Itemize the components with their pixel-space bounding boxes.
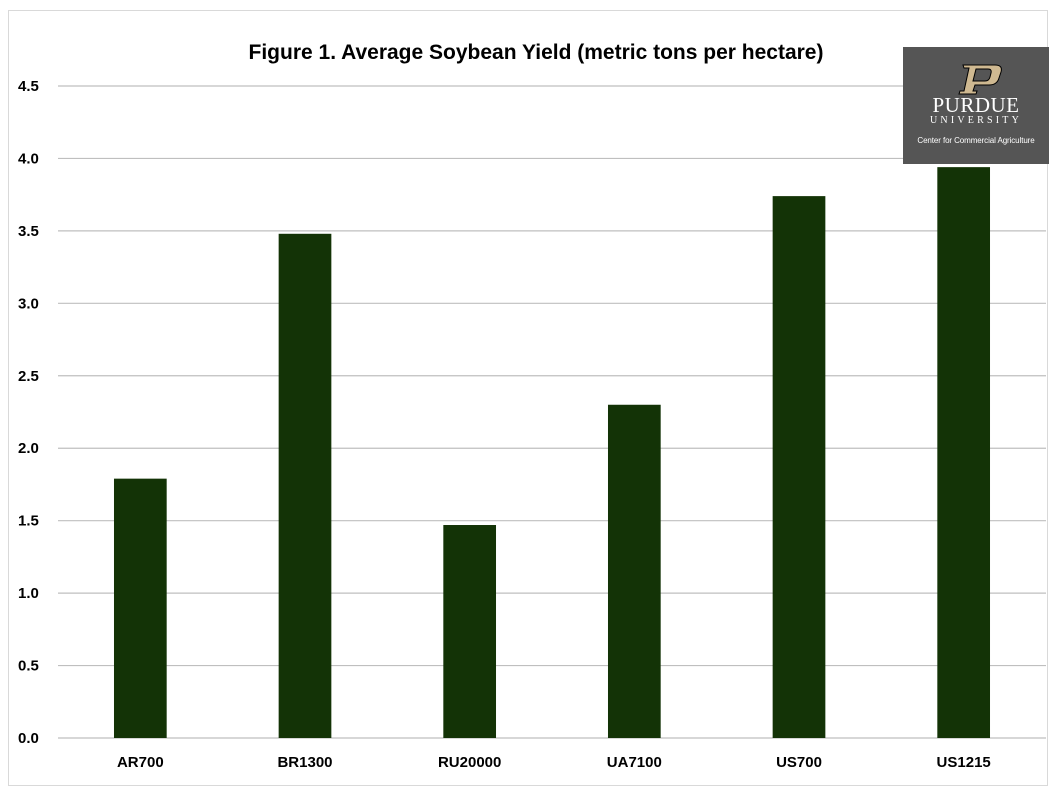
y-tick-label: 4.0 — [18, 150, 39, 167]
bar-br1300 — [278, 233, 332, 738]
y-tick-label: 3.5 — [18, 223, 39, 240]
x-tick-label: RU20000 — [438, 754, 501, 771]
y-axis-tick-labels: 0.0 0.5 1.0 1.5 2.0 2.5 3.0 3.5 4.0 4.5 — [18, 78, 39, 747]
chart-frame — [8, 10, 1048, 786]
bar-us1215 — [937, 167, 991, 739]
x-tick-label: AR700 — [117, 754, 164, 771]
logo-subtitle: UNIVERSITY — [930, 115, 1022, 126]
y-tick-label: 0.5 — [18, 658, 39, 675]
logo-name: PURDUE — [932, 93, 1020, 117]
y-tick-label: 2.0 — [18, 440, 39, 457]
logo-caption: Center for Commercial Agriculture — [917, 136, 1035, 145]
x-tick-label: BR1300 — [277, 754, 332, 771]
y-tick-label: 1.0 — [18, 585, 39, 602]
bars — [113, 167, 991, 739]
bar-ua7100 — [607, 404, 661, 738]
x-tick-label: UA7100 — [607, 754, 662, 771]
x-tick-label: US1215 — [937, 754, 991, 771]
purdue-logo: PURDUE UNIVERSITY Center for Commercial … — [903, 47, 1049, 164]
x-axis-category-labels: AR700 BR1300 RU20000 UA7100 US700 US1215 — [117, 754, 991, 771]
y-tick-label: 0.0 — [18, 730, 39, 747]
gridlines — [58, 85, 1046, 739]
y-tick-label: 1.5 — [18, 513, 39, 530]
purdue-p-logo-icon — [958, 64, 1002, 95]
bar-us700 — [772, 196, 826, 739]
y-tick-label: 3.0 — [18, 295, 39, 312]
bar-ar700 — [113, 478, 167, 738]
chart-title: Figure 1. Average Soybean Yield (metric … — [249, 41, 824, 64]
x-tick-label: US700 — [776, 754, 822, 771]
y-tick-label: 4.5 — [18, 78, 39, 95]
y-tick-label: 2.5 — [18, 368, 39, 385]
bar-ru20000 — [443, 525, 497, 738]
